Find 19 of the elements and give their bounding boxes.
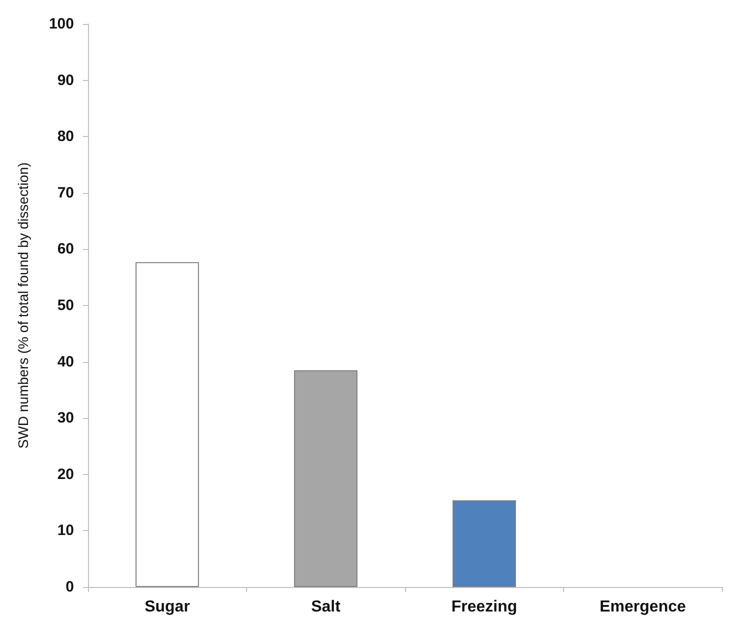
x-tick-label: Freezing	[451, 598, 518, 616]
bar	[294, 370, 358, 587]
y-tick-label: 20	[57, 466, 74, 483]
bar	[452, 500, 516, 587]
y-tick-label: 100	[48, 16, 74, 32]
y-tick-label: 90	[57, 72, 74, 89]
y-tick-label: 30	[57, 410, 74, 427]
y-tick-label: 40	[57, 353, 74, 370]
y-axis-title: SWD numbers (% of total found by dissection)	[15, 162, 31, 449]
y-tick-label: 60	[57, 240, 74, 258]
y-tick-label: 10	[57, 522, 74, 540]
x-tick-label: Salt	[311, 598, 342, 616]
x-tick-label: Emergence	[600, 598, 686, 616]
y-tick-label: 70	[57, 184, 74, 202]
y-tick-label: 50	[57, 297, 74, 314]
x-tick-label: Sugar	[144, 598, 190, 616]
y-tick-label: 0	[66, 578, 74, 596]
bar	[136, 262, 199, 587]
y-tick-label: 80	[57, 128, 74, 146]
